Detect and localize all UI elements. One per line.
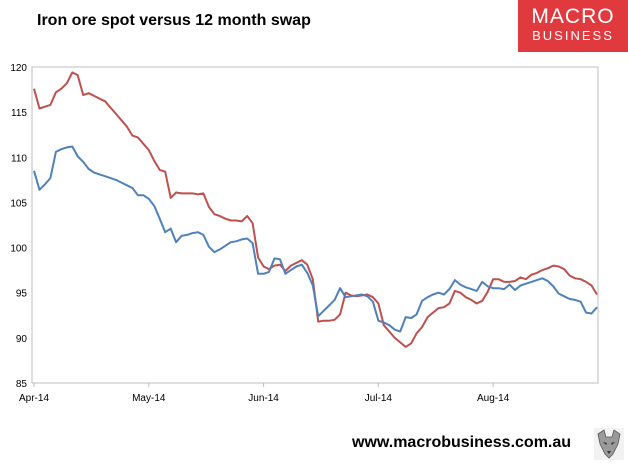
x-axis: Apr-14 May-14 Jun-14 Jul-14 Aug-14 — [19, 383, 510, 404]
y-axis: 85 90 95 100 105 110 115 120 — [10, 63, 27, 390]
chart-title: Iron ore spot versus 12 month swap — [37, 12, 311, 29]
y-tick-label: 90 — [16, 334, 28, 345]
y-tick-label: 85 — [16, 379, 28, 390]
series-layer — [33, 71, 598, 348]
x-tick-label: Aug-14 — [477, 393, 510, 404]
y-tick-label: 105 — [10, 198, 27, 209]
plot-area — [31, 66, 599, 384]
y-tick-label: 120 — [10, 63, 27, 74]
logo-line-2: BUSINESS — [532, 28, 614, 43]
wolf-emblem-icon — [594, 428, 624, 460]
y-tick-label: 100 — [10, 244, 27, 255]
x-tick-label: Apr-14 — [19, 393, 49, 404]
y-tick-label: 115 — [11, 108, 27, 119]
x-tick-label: Jul-14 — [365, 393, 393, 404]
x-tick-label: May-14 — [132, 393, 166, 404]
site-url[interactable]: www.macrobusiness.com.au — [352, 434, 572, 451]
logo-line-1: MACRO — [531, 5, 615, 28]
y-tick-label: 95 — [16, 289, 28, 300]
x-tick-label: Jun-14 — [248, 393, 279, 404]
y-tick-label: 110 — [11, 153, 27, 164]
macro-business-logo: MACRO BUSINESS — [518, 0, 628, 52]
series-line-blue — [33, 145, 598, 333]
